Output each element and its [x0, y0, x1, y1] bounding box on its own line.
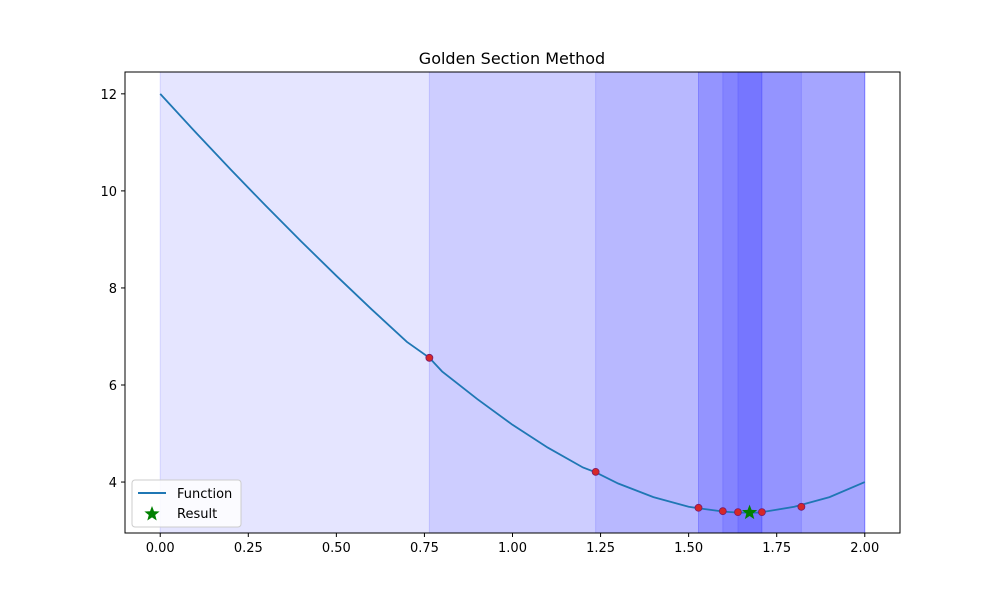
interval-bands — [159, 71, 866, 534]
interval-band-4 — [698, 71, 866, 534]
legend-function-label: Function — [177, 487, 232, 502]
evaluated-point — [694, 503, 703, 512]
evaluated-point — [758, 508, 766, 517]
legend-result-label: Result — [177, 507, 217, 522]
legend: Function Result — [131, 479, 242, 528]
x-tick-label: 1.75 — [762, 541, 791, 556]
legend-result-star-icon — [144, 506, 160, 521]
evaluated-point — [718, 507, 727, 516]
interval-band-7 — [737, 71, 763, 534]
x-tick-label: 1.25 — [586, 541, 615, 556]
interval-band-1 — [159, 71, 866, 534]
x-tick-label: 0.50 — [322, 541, 351, 556]
x-tick-label: 1.50 — [674, 541, 703, 556]
x-tick-label: 1.00 — [498, 541, 527, 556]
x-tick-label: 0.25 — [234, 541, 263, 556]
chart-title: Golden Section Method — [419, 49, 605, 68]
evaluated-point — [591, 467, 600, 476]
legend-box — [131, 479, 242, 528]
x-tick-label: 0.00 — [146, 541, 175, 556]
x-tick-label: 0.75 — [410, 541, 439, 556]
evaluated-point — [797, 502, 806, 511]
evaluated-point — [734, 508, 742, 517]
y-tick-label: 12 — [100, 88, 117, 103]
interval-band-3 — [595, 71, 866, 534]
result-layer — [741, 504, 758, 520]
x-tick-label: 2.00 — [850, 541, 879, 556]
evaluated-points-layer — [425, 353, 806, 517]
y-tick-label: 4 — [109, 476, 117, 491]
result-star-marker — [741, 504, 758, 520]
evaluated-point — [425, 353, 434, 362]
y-tick-label: 10 — [100, 185, 117, 200]
y-tick-label: 8 — [109, 282, 117, 297]
y-tick-label: 6 — [109, 379, 117, 394]
axes: 0.00 0.25 0.50 0.75 1.00 1.25 1.50 1.75 2.00 4 6 8 1… — [100, 88, 879, 556]
